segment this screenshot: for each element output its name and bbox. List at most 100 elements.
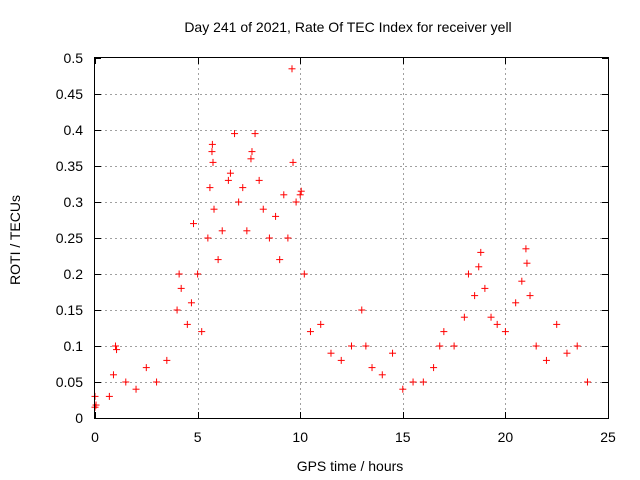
- data-point: [173, 306, 181, 314]
- data-point: [518, 277, 526, 285]
- data-point: [501, 328, 509, 336]
- data-point: [297, 187, 305, 195]
- data-point: [194, 270, 202, 278]
- axis-ticks: 0 0.05 0.1 0.15 0.2 0.25 0.3 0.35 0.4 0.45 0.5 0 5 10…: [56, 50, 616, 445]
- data-point: [358, 306, 366, 314]
- data-point: [218, 227, 226, 235]
- grid-lines: [95, 58, 608, 418]
- chart-title: Day 241 of 2021, Rate Of TEC Index for r…: [184, 19, 511, 35]
- data-point: [284, 234, 292, 242]
- data-point: [209, 158, 217, 166]
- data-point: [327, 349, 335, 357]
- data-point: [113, 346, 121, 354]
- data-point: [231, 130, 239, 138]
- y-tick-label: 0.3: [64, 194, 84, 210]
- data-point: [337, 356, 345, 364]
- data-point: [493, 320, 501, 328]
- data-point: [175, 270, 183, 278]
- data-point: [214, 256, 222, 264]
- data-point: [204, 234, 212, 242]
- data-point: [239, 184, 247, 192]
- data-point: [306, 328, 314, 336]
- data-point: [523, 259, 531, 267]
- plot-frame: [94, 57, 609, 419]
- data-point: [532, 342, 540, 350]
- data-point: [583, 378, 591, 386]
- data-point: [440, 328, 448, 336]
- data-point: [243, 227, 251, 235]
- x-axis-label: GPS time / hours: [297, 458, 404, 474]
- data-point: [450, 342, 458, 350]
- x-tick-label: 0: [91, 429, 99, 445]
- data-point: [208, 140, 216, 148]
- data-point: [247, 155, 255, 163]
- x-tick-label: 15: [395, 429, 411, 445]
- data-point: [272, 212, 280, 220]
- y-tick-label: 0.25: [56, 230, 83, 246]
- y-tick-label: 0.5: [64, 50, 84, 66]
- x-tick-label: 25: [600, 429, 616, 445]
- data-point: [464, 270, 472, 278]
- data-point: [142, 364, 150, 372]
- data-point: [563, 349, 571, 357]
- y-tick-label: 0.05: [56, 374, 83, 390]
- data-point: [389, 349, 397, 357]
- data-point: [265, 234, 273, 242]
- data-point: [471, 292, 479, 300]
- data-point: [430, 364, 438, 372]
- data-point: [378, 371, 386, 379]
- y-tick-label: 0: [75, 410, 83, 426]
- data-point: [280, 191, 288, 199]
- data-point: [436, 342, 444, 350]
- data-point: [226, 169, 234, 177]
- x-tick-label: 20: [498, 429, 514, 445]
- data-point: [419, 378, 427, 386]
- data-point: [177, 284, 185, 292]
- data-point: [362, 342, 370, 350]
- data-point: [512, 299, 520, 307]
- data-point: [189, 220, 197, 228]
- data-point: [475, 263, 483, 271]
- data-point: [481, 284, 489, 292]
- y-tick-label: 0.2: [64, 266, 84, 282]
- data-point: [153, 378, 161, 386]
- y-tick-label: 0.15: [56, 302, 83, 318]
- data-point: [235, 198, 243, 206]
- data-point: [255, 176, 263, 184]
- data-point: [183, 320, 191, 328]
- x-tick-label: 10: [292, 429, 308, 445]
- data-point: [187, 299, 195, 307]
- data-point: [248, 148, 256, 156]
- data-point: [276, 256, 284, 264]
- data-point: [460, 313, 468, 321]
- data-point: [198, 328, 206, 336]
- data-point: [122, 378, 130, 386]
- data-point: [224, 176, 232, 184]
- data-point: [288, 65, 296, 73]
- data-point: [105, 392, 113, 400]
- data-point: [109, 371, 117, 379]
- data-point: [368, 364, 376, 372]
- data-point: [251, 130, 259, 138]
- y-tick-label: 0.1: [64, 338, 84, 354]
- data-point: [132, 385, 140, 393]
- data-point: [300, 270, 308, 278]
- data-point: [292, 198, 300, 206]
- data-point: [526, 292, 534, 300]
- data-point: [348, 342, 355, 350]
- data-point: [317, 320, 325, 328]
- data-point: [399, 385, 407, 393]
- x-tick-label: 5: [194, 429, 202, 445]
- data-point: [210, 205, 218, 213]
- data-point: [522, 245, 530, 253]
- data-point: [92, 401, 100, 409]
- y-tick-label: 0.45: [56, 86, 83, 102]
- data-point: [553, 320, 561, 328]
- data-point: [259, 205, 267, 213]
- data-point: [206, 184, 214, 192]
- y-tick-label: 0.35: [56, 158, 83, 174]
- data-point: [289, 158, 297, 166]
- data-point: [409, 378, 417, 386]
- data-point: [573, 342, 581, 350]
